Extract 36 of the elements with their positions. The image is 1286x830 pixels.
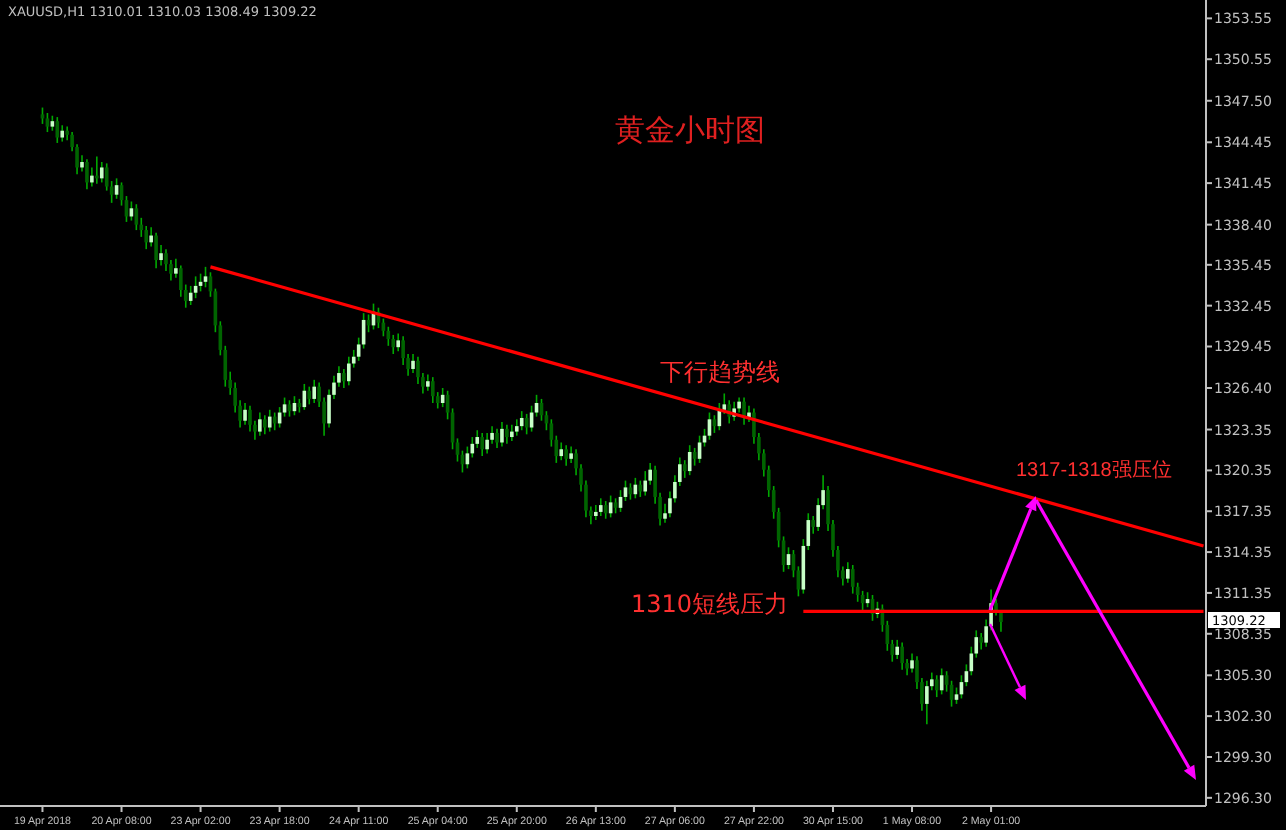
candlestick (312, 379, 317, 404)
candlestick (203, 266, 208, 289)
candlestick (248, 404, 252, 433)
candlestick (85, 158, 89, 191)
candlestick (742, 396, 746, 426)
candlestick (900, 641, 904, 671)
candlestick (346, 355, 351, 387)
candlestick (416, 355, 420, 385)
candlestick (430, 376, 435, 404)
text: 黄金小时图 (615, 112, 765, 148)
candlestick (850, 564, 855, 595)
candlestick (480, 432, 484, 457)
candlestick (500, 421, 504, 448)
candlestick (594, 504, 598, 521)
candlestick (505, 423, 509, 445)
candlestick (267, 409, 272, 433)
candlestick (263, 414, 267, 436)
candlestick (144, 225, 149, 250)
candlestick (55, 116, 60, 144)
candlestick (564, 444, 568, 467)
candlestick (45, 112, 50, 133)
annotation: 下行趋势线 (660, 358, 780, 386)
candlestick (99, 161, 104, 184)
candlestick (154, 232, 158, 270)
candlestick (258, 411, 262, 437)
annotation: 1317-1318强压位 (1016, 458, 1172, 482)
candlestick (391, 334, 396, 355)
candlestick (164, 248, 168, 272)
candlestick (495, 428, 499, 449)
candlestick (485, 432, 489, 455)
annotation: 1310短线压力 (630, 590, 788, 618)
candlestick (519, 410, 524, 432)
candlestick (643, 470, 648, 497)
candlestick (934, 674, 939, 698)
candlestick (925, 679, 929, 726)
candlestick (243, 402, 247, 426)
